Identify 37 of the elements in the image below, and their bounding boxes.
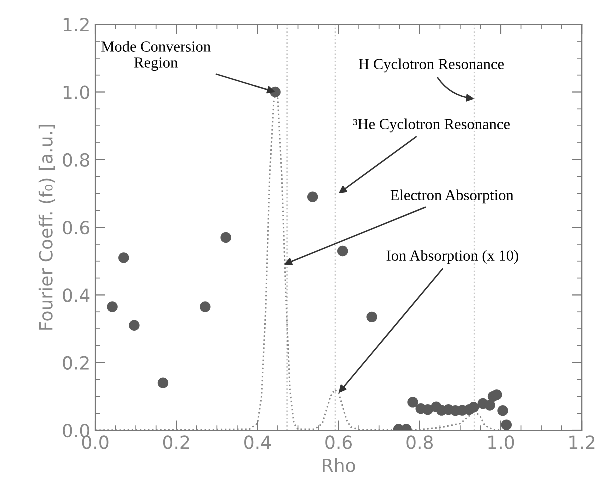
point bbox=[498, 406, 508, 416]
x-tick-label: 0.0 bbox=[82, 436, 109, 450]
y-tick-label: 1.2 bbox=[64, 18, 89, 32]
y-tick-label: 0.2 bbox=[63, 356, 89, 370]
point bbox=[501, 420, 512, 430]
x-tick-label: 0.8 bbox=[406, 436, 434, 450]
point bbox=[408, 397, 418, 408]
x-tick-label: 0.2 bbox=[163, 436, 190, 450]
point bbox=[200, 302, 211, 312]
annotation: Electron Absorption bbox=[390, 190, 514, 204]
point bbox=[129, 320, 140, 331]
x-tick-label: 0.4 bbox=[244, 436, 272, 450]
point bbox=[338, 246, 348, 257]
point bbox=[107, 302, 118, 312]
annotation: H Cyclotron Resonance bbox=[359, 58, 504, 73]
y-tick-label: 0.0 bbox=[63, 424, 90, 438]
y-tick-label: 0.6 bbox=[63, 221, 90, 235]
annotation: Mode Conversion Region bbox=[102, 41, 211, 72]
point bbox=[158, 378, 169, 388]
x-tick-label: 0.6 bbox=[326, 436, 352, 450]
point bbox=[468, 402, 480, 413]
y-tick-label: 1.0 bbox=[64, 86, 90, 100]
x-axis-title: Rho bbox=[323, 458, 356, 472]
annotation: Ion Absorption (x 10) bbox=[386, 250, 518, 264]
point bbox=[118, 252, 130, 264]
y-tick-label: 0.8 bbox=[63, 153, 90, 168]
point bbox=[366, 312, 378, 323]
x-tick-label: 1.2 bbox=[570, 436, 595, 450]
point bbox=[492, 390, 502, 400]
x-tick-label: 1.0 bbox=[488, 436, 514, 450]
annotation: ³He Cyclotron Resonance bbox=[354, 118, 510, 133]
y-axis-title: Fourier Coeff. (f₀) [a.u.] bbox=[38, 125, 56, 330]
point bbox=[484, 400, 496, 411]
point bbox=[422, 404, 434, 416]
point bbox=[307, 192, 318, 202]
y-tick-label: 0.4 bbox=[63, 288, 90, 302]
point bbox=[220, 232, 232, 244]
